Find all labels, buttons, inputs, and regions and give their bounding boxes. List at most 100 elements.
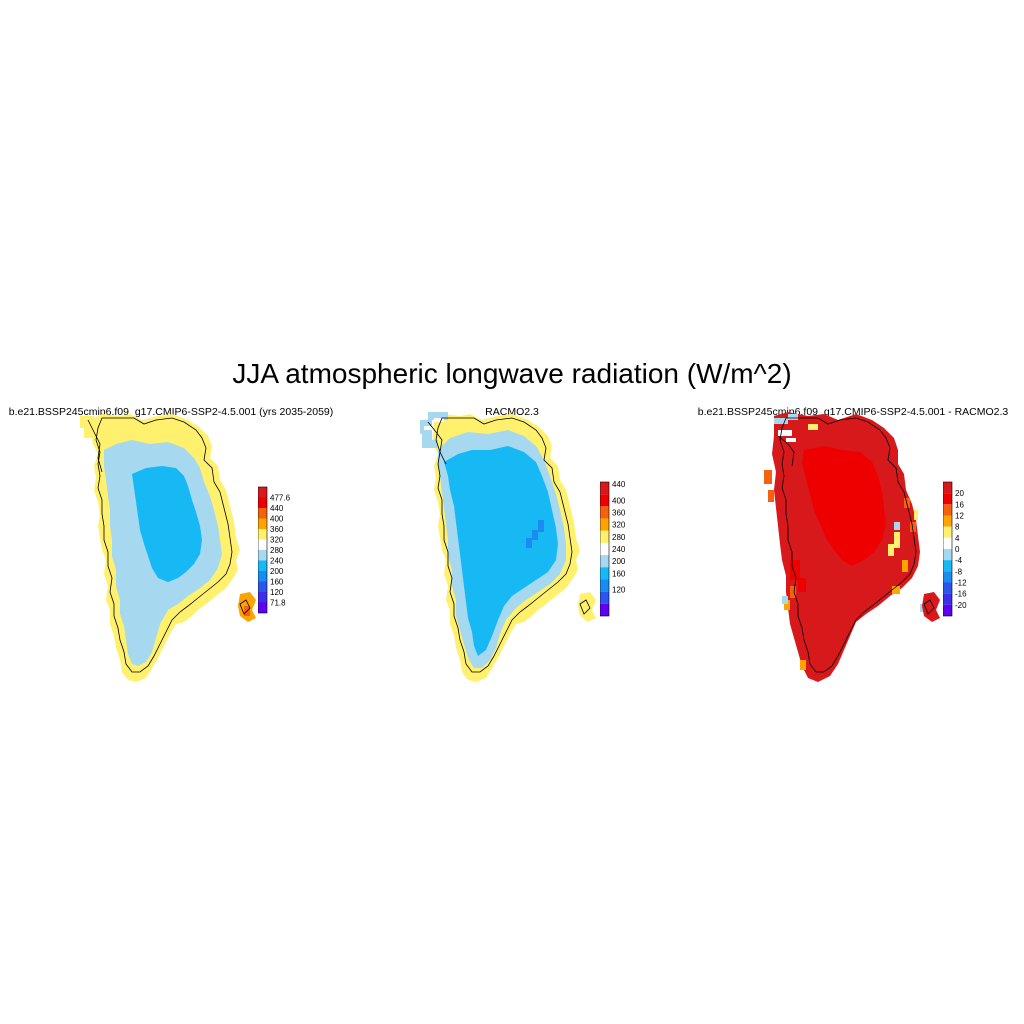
colorbar-tick-label: 477.6 bbox=[270, 494, 291, 503]
colorbar-box bbox=[943, 515, 952, 527]
colorbar-tick-label: -4 bbox=[955, 556, 963, 565]
diff-negative-cell-2 bbox=[782, 596, 788, 604]
nw-margin-cell-3 bbox=[430, 440, 438, 448]
colorbar-tick-label: 8 bbox=[955, 523, 960, 532]
region-diff-core bbox=[802, 446, 886, 566]
diff-edge-yellow-cell-3 bbox=[914, 510, 918, 520]
map-model bbox=[80, 410, 280, 690]
colorbar-box bbox=[943, 537, 952, 549]
nw-coastal-cell-0 bbox=[80, 416, 94, 428]
colorbar-box bbox=[600, 567, 609, 580]
colorbar-tick-label: -8 bbox=[955, 567, 963, 576]
colorbar-box bbox=[600, 530, 609, 543]
colorbar-box bbox=[600, 482, 609, 495]
colorbar-box bbox=[258, 487, 267, 498]
nw-gap-cell-0 bbox=[424, 426, 432, 430]
colorbar-difference-canvas: 20 16 12 8 4 0 -4 -8 -12 -16 -20 bbox=[942, 481, 967, 617]
colorbar-model: 477.6 440 400 360 320 280 240 200 160 120 71.8 bbox=[257, 484, 298, 618]
colorbar-difference: 20 16 12 8 4 0 -4 -8 -12 -16 -20 bbox=[942, 479, 983, 619]
colorbar-tick-label: 360 bbox=[270, 525, 284, 534]
iceland-region bbox=[922, 592, 940, 622]
colorbar-box bbox=[943, 504, 952, 516]
colorbar-box bbox=[600, 494, 609, 507]
iceland-outline bbox=[923, 599, 935, 615]
colorbar-box bbox=[258, 497, 267, 508]
colorbar-box bbox=[600, 603, 609, 616]
colorbar-frame bbox=[599, 481, 610, 617]
colorbar-tick-label: 160 bbox=[612, 569, 626, 578]
map-racmo-canvas bbox=[420, 412, 596, 682]
colorbar-tick-label: -20 bbox=[955, 601, 967, 610]
colorbar-tick-label: 440 bbox=[270, 504, 284, 513]
diff-edge-amber-cell-2 bbox=[892, 586, 900, 594]
colorbar-box bbox=[943, 493, 952, 505]
nw-gap-cell-1 bbox=[786, 438, 796, 442]
map-model-canvas bbox=[80, 414, 256, 682]
colorbar-box bbox=[258, 529, 267, 540]
diff-edge-yellow-cell-2 bbox=[808, 424, 818, 430]
region-ice-interior bbox=[132, 466, 202, 582]
colorbar-tick-label: 240 bbox=[612, 545, 626, 554]
colorbar-tick-label: 280 bbox=[612, 533, 626, 542]
coastline-outline bbox=[95, 417, 233, 673]
colorbar-tick-label: 20 bbox=[955, 489, 964, 498]
colorbar-box bbox=[258, 508, 267, 519]
colorbar-box bbox=[943, 482, 952, 494]
colorbar-box bbox=[258, 581, 267, 592]
ellesmere-outline bbox=[87, 419, 103, 473]
colorbar-tick-label: 4 bbox=[955, 534, 960, 543]
map-racmo bbox=[420, 410, 620, 690]
colorbar-box bbox=[258, 560, 267, 571]
nw-gap-cell-1 bbox=[434, 418, 444, 422]
diff-edge-orange-cell-4 bbox=[910, 522, 916, 532]
diff-negative-cell-1 bbox=[788, 414, 798, 420]
colorbar-tick-label: 280 bbox=[270, 546, 284, 555]
panel-title-difference: b.e21.BSSP245cmip6.f09_g17.CMIP6-SSP2-4.… bbox=[697, 406, 1009, 418]
diff-core-cell-1 bbox=[798, 578, 806, 592]
colorbar-box bbox=[600, 555, 609, 568]
colorbar-tick-label: 12 bbox=[955, 512, 964, 521]
colorbar-box bbox=[600, 506, 609, 519]
iceland-outline bbox=[239, 599, 251, 615]
colorbar-frame bbox=[257, 486, 268, 614]
colorbar-tick-label: 320 bbox=[270, 536, 284, 545]
colorbar-racmo: 440 400 360 320 280 240 200 160 120 bbox=[599, 479, 640, 619]
iceland-outline bbox=[579, 599, 591, 615]
map-difference-canvas bbox=[764, 412, 940, 682]
colorbar-box bbox=[943, 604, 952, 616]
colorbar-racmo-canvas: 440 400 360 320 280 240 200 160 120 bbox=[599, 480, 626, 617]
colorbar-box bbox=[600, 579, 609, 592]
colorbar-box bbox=[258, 550, 267, 561]
region-ice-interior bbox=[444, 446, 558, 656]
colorbar-tick-label: 360 bbox=[612, 508, 626, 517]
colorbar-tick-label: 120 bbox=[270, 588, 284, 597]
colorbar-box bbox=[943, 582, 952, 594]
colorbar-tick-label: 120 bbox=[612, 586, 626, 595]
panel-title-model: b.e21.BSSP245cmip6.f09_g17.CMIP6-SSP2-4.… bbox=[8, 406, 334, 418]
diff-negative-cell-3 bbox=[894, 522, 900, 530]
colorbar-box bbox=[600, 591, 609, 604]
figure-title: JJA atmospheric longwave radiation (W/m^… bbox=[232, 358, 792, 389]
colorbar-tick-label: 200 bbox=[270, 567, 284, 576]
diff-edge-orange-cell-2 bbox=[790, 586, 796, 598]
colorbar-tick-label: 160 bbox=[270, 578, 284, 587]
nw-margin-cell-2 bbox=[422, 434, 432, 448]
diff-edge-yellow-cell-0 bbox=[894, 532, 900, 548]
colorbar-tick-label: 440 bbox=[612, 480, 626, 489]
colorbar-tick-label: 320 bbox=[612, 521, 626, 530]
colorbar-tick-label: 200 bbox=[612, 557, 626, 566]
map-difference bbox=[764, 410, 964, 690]
colorbar-tick-label: 0 bbox=[955, 545, 960, 554]
colorbar-tick-label: 400 bbox=[270, 515, 284, 524]
diff-core-cell-0 bbox=[790, 560, 800, 580]
diff-edge-orange-cell-1 bbox=[768, 490, 774, 502]
colorbar-box bbox=[258, 539, 267, 550]
interior-patch-cell-2 bbox=[526, 538, 532, 548]
colorbar-frame bbox=[942, 481, 953, 617]
nw-margin-cell-0 bbox=[428, 412, 448, 420]
colorbar-box bbox=[258, 602, 267, 613]
colorbar-box bbox=[600, 518, 609, 531]
interior-patch-cell-0 bbox=[538, 520, 544, 532]
colorbar-box bbox=[943, 560, 952, 572]
iceland-region bbox=[578, 592, 596, 622]
